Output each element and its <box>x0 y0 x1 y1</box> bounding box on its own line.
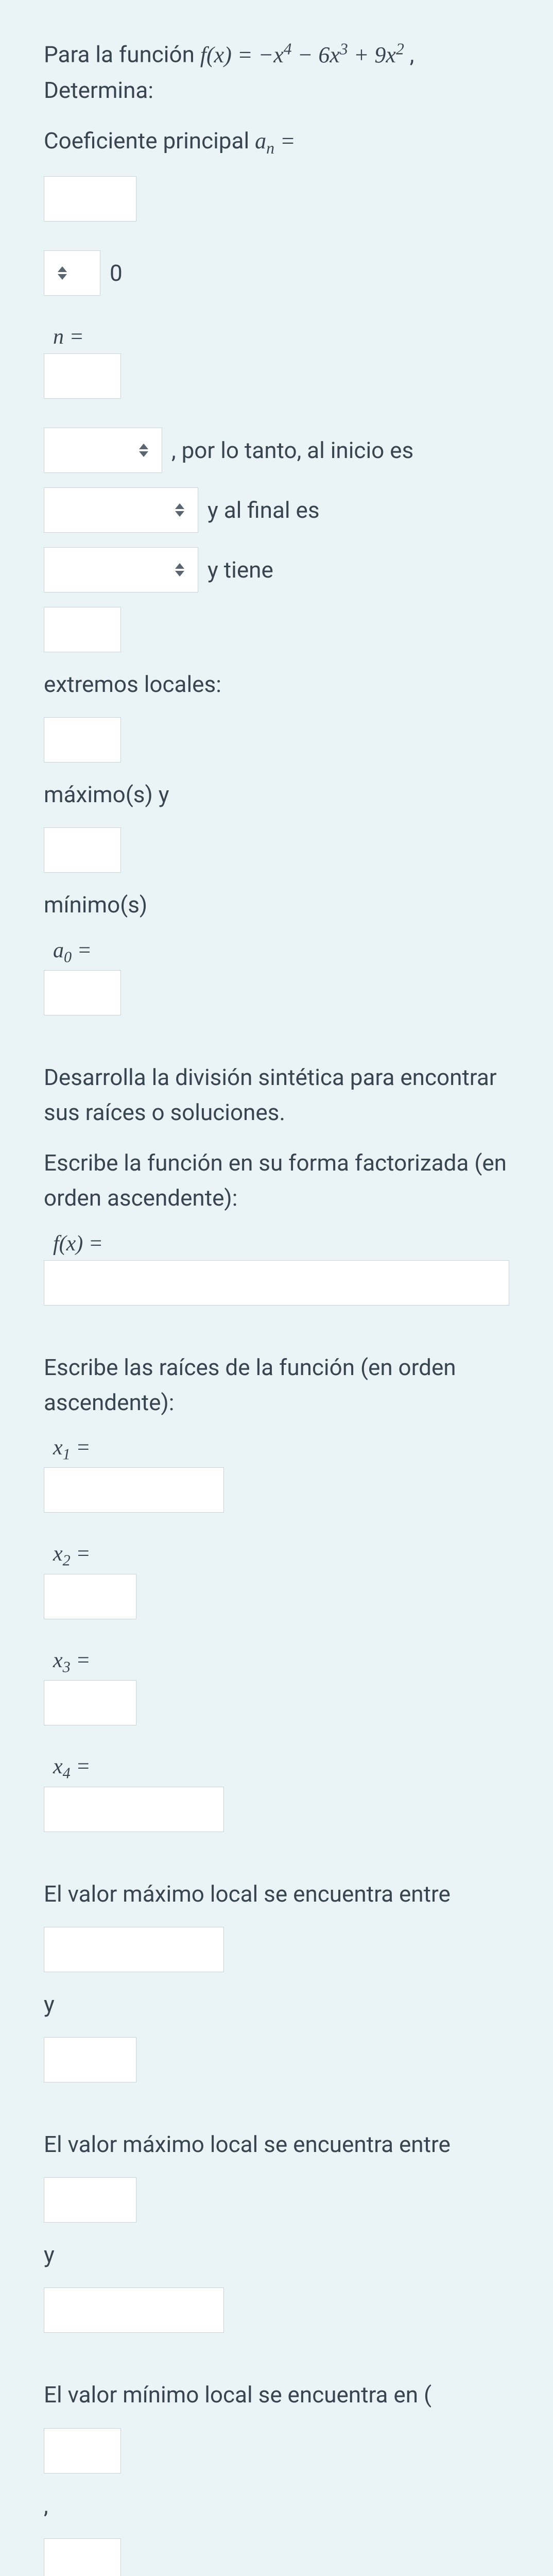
a0-input[interactable] <box>44 970 121 1015</box>
max1-text: El valor máximo local se encuentra entre <box>44 1876 509 1911</box>
coef-label: Coeficiente principal an = <box>44 123 509 161</box>
n-label: n = <box>44 325 509 349</box>
x3-input[interactable] <box>44 1680 136 1725</box>
x2-input[interactable] <box>44 1574 136 1619</box>
y-al-final: y al final es <box>208 493 320 528</box>
n-input[interactable] <box>44 353 121 399</box>
chevron-updown-icon <box>58 266 67 280</box>
chevron-updown-icon <box>175 503 184 517</box>
parity-select[interactable] <box>44 428 162 473</box>
y-tiene: y tiene <box>208 552 273 587</box>
x2-label: x2 = <box>44 1541 509 1569</box>
x4-label: x4 = <box>44 1754 509 1782</box>
fx-label: f(x) = <box>44 1231 509 1256</box>
division-text1: Desarrolla la división sintética para en… <box>44 1060 509 1130</box>
function-expression: f(x) = −x4 − 6x3 + 9x2 <box>200 42 404 67</box>
a0-label: a0 = <box>44 938 509 966</box>
max2-b-input[interactable] <box>44 2287 224 2333</box>
max2-y: y <box>44 2237 509 2272</box>
min-text: El valor mínimo local se encuentra en ( <box>44 2377 509 2412</box>
x4-input[interactable] <box>44 1787 224 1832</box>
an-input[interactable] <box>44 176 136 222</box>
por-lo-tanto: , por lo tanto, al inicio es <box>171 433 413 468</box>
x3-label: x3 = <box>44 1648 509 1676</box>
maximos-count-input[interactable] <box>44 717 121 762</box>
max1-b-input[interactable] <box>44 2037 136 2082</box>
roots-title: Escribe las raíces de la función (en ord… <box>44 1350 509 1420</box>
chevron-updown-icon <box>175 563 184 577</box>
minimos: mínimo(s) <box>44 887 509 922</box>
factored-input[interactable] <box>44 1260 509 1306</box>
maximos-y: máximo(s) y <box>44 777 509 812</box>
chevron-updown-icon <box>139 444 148 457</box>
coef-label-text: Coeficiente principal <box>44 127 255 154</box>
max1-y: y <box>44 1987 509 2022</box>
min-comma: , <box>44 2488 509 2523</box>
zero-label: 0 <box>110 256 123 291</box>
max1-a-input[interactable] <box>44 1927 224 1972</box>
extremos-count-input[interactable] <box>44 607 121 652</box>
determina: Determina: <box>44 77 153 104</box>
inicio-select[interactable] <box>44 487 198 533</box>
min-x-input[interactable] <box>44 2428 121 2473</box>
min-y-input[interactable] <box>44 2538 121 2576</box>
question-container: Para la función f(x) = −x4 − 6x3 + 9x2 ,… <box>0 0 553 2576</box>
division-text2: Escribe la función en su forma factoriza… <box>44 1145 509 1215</box>
intro-punct: , <box>404 41 414 68</box>
an-symbol: an = <box>255 128 296 154</box>
extremos-locales: extremos locales: <box>44 667 509 702</box>
final-select[interactable] <box>44 547 198 592</box>
para-prefix: Para la función <box>44 41 200 68</box>
an-sign-select[interactable] <box>44 250 100 296</box>
minimos-count-input[interactable] <box>44 827 121 873</box>
x1-input[interactable] <box>44 1467 224 1513</box>
max2-text: El valor máximo local se encuentra entre <box>44 2127 509 2162</box>
x1-label: x1 = <box>44 1435 509 1463</box>
question-intro: Para la función f(x) = −x4 − 6x3 + 9x2 ,… <box>44 36 509 108</box>
max2-a-input[interactable] <box>44 2177 136 2223</box>
